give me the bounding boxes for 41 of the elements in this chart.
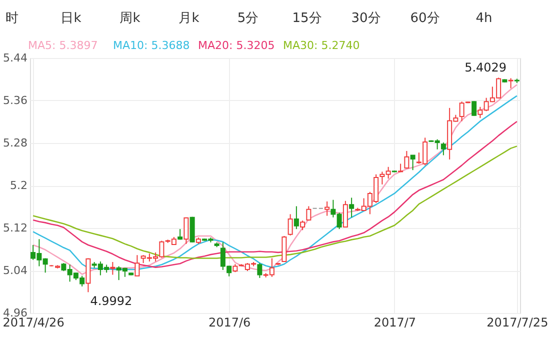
candlestick [349, 197, 354, 218]
text: 时 [6, 11, 18, 26]
y-tick-label: 5.12 [3, 222, 28, 234]
candlestick [257, 262, 262, 278]
text: MA20: 5.3205 [198, 39, 275, 52]
candlestick [404, 150, 410, 169]
text: MA5: 5.3897 [28, 39, 98, 52]
text: 4h [476, 11, 492, 26]
candlestick [324, 200, 330, 216]
y-tick-label: 5.44 [3, 52, 28, 64]
text: MA30: 5.2740 [283, 39, 360, 52]
text: 60分 [410, 11, 440, 26]
x-tick-label: 2017/4/26 [2, 316, 64, 330]
candlestick [440, 142, 446, 156]
candlestick [306, 206, 312, 222]
x-tick-label: 2017/6 [208, 316, 251, 330]
text: MA10: 5.3688 [113, 39, 190, 52]
candlestick [134, 254, 140, 276]
text: 15分 [292, 11, 322, 26]
candlestick [300, 220, 306, 231]
candlestick [294, 206, 299, 230]
candlestick [342, 200, 348, 228]
text: 30分 [351, 11, 381, 26]
annotation: 4.9992 [90, 294, 132, 308]
annotation: 5.4029 [464, 60, 507, 75]
x-tick-label: 2017/7 [374, 316, 416, 330]
text: 周k [120, 11, 141, 26]
y-tick-label: 5.28 [3, 136, 28, 150]
candlestick [184, 216, 189, 244]
x-tick-label: 2017/7/25 [486, 316, 548, 330]
y-tick-label: 5.04 [3, 264, 28, 277]
text: 5分 [237, 11, 259, 26]
candlestick [288, 214, 293, 236]
candlestick [472, 100, 477, 116]
y-tick-label: 5.36 [3, 94, 28, 107]
candlestick [508, 78, 514, 89]
candlestick [410, 154, 416, 171]
y-tick-label: 5.2 [10, 179, 28, 192]
text: 月k [178, 11, 200, 26]
text: 日k [60, 11, 82, 26]
candlestick [110, 262, 116, 276]
